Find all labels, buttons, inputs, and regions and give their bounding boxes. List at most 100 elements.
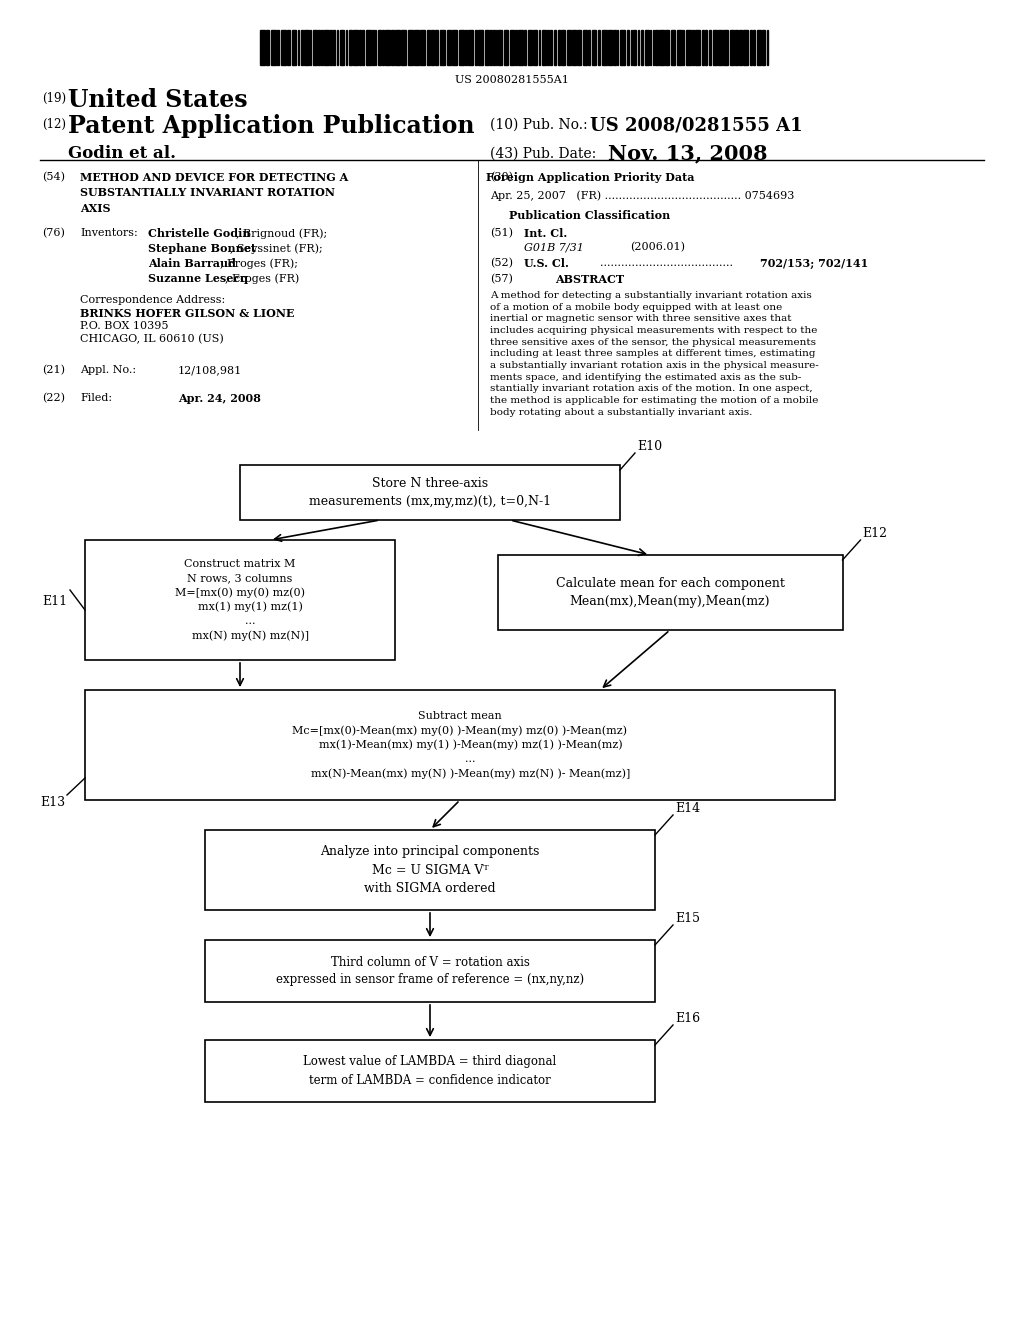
- Bar: [362, 30, 364, 65]
- Text: Subtract mean
Mc=[mx(0)-Mean(mx) my(0) )-Mean(my) mz(0) )-Mean(mz)
      mx(1)-M: Subtract mean Mc=[mx(0)-Mean(mx) my(0) )…: [290, 710, 630, 779]
- Bar: [446, 30, 451, 65]
- Bar: [709, 30, 711, 65]
- Bar: [713, 30, 717, 65]
- Text: Patent Application Publication: Patent Application Publication: [68, 114, 474, 139]
- Bar: [638, 30, 639, 65]
- Bar: [468, 30, 473, 65]
- Bar: [616, 30, 618, 65]
- Text: , Seyssinet (FR);: , Seyssinet (FR);: [230, 243, 324, 253]
- Bar: [695, 30, 700, 65]
- Bar: [260, 30, 265, 65]
- Bar: [439, 30, 444, 65]
- Bar: [577, 30, 581, 65]
- Bar: [692, 30, 693, 65]
- Bar: [524, 30, 525, 65]
- Bar: [542, 30, 546, 65]
- Text: 702/153; 702/141: 702/153; 702/141: [760, 257, 868, 269]
- Bar: [401, 30, 406, 65]
- Text: , Brignoud (FR);: , Brignoud (FR);: [236, 228, 328, 239]
- Bar: [391, 30, 393, 65]
- Bar: [352, 30, 357, 65]
- Bar: [539, 30, 540, 65]
- Text: Godin et al.: Godin et al.: [68, 145, 176, 162]
- Text: Third column of V = rotation axis
expressed in sensor frame of reference = (nx,n: Third column of V = rotation axis expres…: [275, 956, 584, 986]
- Bar: [743, 30, 748, 65]
- Text: Apr. 25, 2007   (FR) ....................................... 0754693: Apr. 25, 2007 (FR) .....................…: [490, 190, 795, 201]
- Bar: [683, 30, 684, 65]
- Text: Correspondence Address:: Correspondence Address:: [80, 294, 225, 305]
- Text: E15: E15: [675, 912, 700, 925]
- Bar: [592, 30, 596, 65]
- Bar: [510, 30, 513, 65]
- Bar: [318, 30, 319, 65]
- Bar: [382, 30, 384, 65]
- Bar: [762, 30, 765, 65]
- Text: A method for detecting a substantially invariant rotation axis
of a motion of a : A method for detecting a substantially i…: [490, 290, 819, 417]
- Text: (54): (54): [42, 172, 65, 182]
- Bar: [321, 30, 323, 65]
- Bar: [633, 30, 636, 65]
- Text: (43) Pub. Date:: (43) Pub. Date:: [490, 147, 596, 161]
- Text: Int. Cl.: Int. Cl.: [524, 228, 567, 239]
- Bar: [677, 30, 682, 65]
- Text: (10) Pub. No.:: (10) Pub. No.:: [490, 117, 588, 132]
- Text: CHICAGO, IL 60610 (US): CHICAGO, IL 60610 (US): [80, 334, 224, 345]
- Bar: [571, 30, 575, 65]
- Text: (76): (76): [42, 228, 65, 239]
- Bar: [372, 30, 374, 65]
- Text: Christelle Godin: Christelle Godin: [148, 228, 251, 239]
- Bar: [515, 30, 516, 65]
- Bar: [608, 30, 612, 65]
- Bar: [298, 30, 299, 65]
- Bar: [340, 30, 343, 65]
- Text: ......................................: ......................................: [600, 257, 733, 268]
- Text: (22): (22): [42, 393, 65, 404]
- Text: Inventors:: Inventors:: [80, 228, 138, 238]
- Text: , Froges (FR): , Froges (FR): [225, 273, 299, 284]
- Text: Stephane Bonnet: Stephane Bonnet: [148, 243, 256, 253]
- Text: (19): (19): [42, 92, 67, 106]
- Bar: [534, 30, 537, 65]
- Bar: [493, 30, 495, 65]
- Bar: [583, 30, 587, 65]
- Text: Analyze into principal components
Mc = U SIGMA Vᵀ
with SIGMA ordered: Analyze into principal components Mc = U…: [321, 846, 540, 895]
- Text: United States: United States: [68, 88, 248, 112]
- Bar: [649, 30, 651, 65]
- Bar: [303, 30, 308, 65]
- Text: Suzanne Lesecq: Suzanne Lesecq: [148, 273, 248, 284]
- Text: (21): (21): [42, 366, 65, 375]
- Bar: [281, 30, 286, 65]
- Bar: [465, 30, 467, 65]
- Text: E13: E13: [40, 796, 65, 809]
- Text: E11: E11: [42, 595, 67, 609]
- Text: Appl. No.:: Appl. No.:: [80, 366, 136, 375]
- Text: E14: E14: [675, 803, 700, 814]
- Text: (30): (30): [490, 172, 513, 182]
- Text: ABSTRACT: ABSTRACT: [555, 275, 625, 285]
- Bar: [750, 30, 752, 65]
- Bar: [385, 30, 390, 65]
- Bar: [718, 30, 722, 65]
- Text: BRINKS HOFER GILSON & LIONE: BRINKS HOFER GILSON & LIONE: [80, 308, 295, 319]
- Bar: [270, 30, 275, 65]
- Bar: [767, 30, 768, 65]
- Bar: [276, 30, 279, 65]
- Bar: [485, 30, 489, 65]
- Bar: [597, 30, 600, 65]
- Text: Calculate mean for each component
Mean(mx),Mean(my),Mean(mz): Calculate mean for each component Mean(m…: [556, 577, 784, 609]
- Bar: [735, 30, 737, 65]
- Text: (52): (52): [490, 257, 513, 268]
- Bar: [705, 30, 707, 65]
- Text: (12): (12): [42, 117, 66, 131]
- Bar: [345, 30, 347, 65]
- Bar: [324, 30, 329, 65]
- Bar: [655, 30, 657, 65]
- FancyBboxPatch shape: [205, 940, 655, 1002]
- Bar: [560, 30, 564, 65]
- Text: (51): (51): [490, 228, 513, 239]
- Bar: [665, 30, 669, 65]
- Bar: [558, 30, 559, 65]
- Bar: [427, 30, 429, 65]
- Text: Filed:: Filed:: [80, 393, 112, 403]
- Text: E10: E10: [637, 440, 663, 453]
